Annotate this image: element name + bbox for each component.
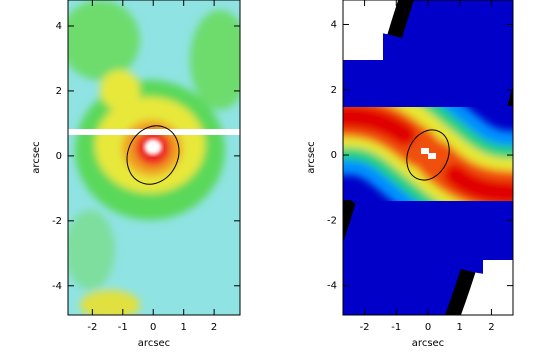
x-axis-label: arcsec: [412, 338, 444, 349]
y-tick-label: -4: [52, 281, 62, 292]
y-tick-label: -2: [52, 216, 62, 227]
y-tick-label: -2: [327, 215, 337, 226]
x-tick-label: 2: [488, 322, 494, 333]
x-tick-label: 0: [150, 322, 156, 333]
y-axis-label: arcsec: [306, 141, 317, 173]
x-tick-label: 0: [425, 322, 431, 333]
x-tick-label: 1: [180, 322, 186, 333]
x-axis-label: arcsec: [138, 338, 170, 349]
x-tick-label: -1: [118, 322, 128, 333]
y-tick-label: -4: [327, 281, 337, 292]
y-tick-label: 2: [56, 86, 62, 97]
y-tick-label: 4: [56, 21, 62, 32]
y-tick-label: 0: [56, 151, 62, 162]
y-tick-label: 0: [331, 150, 337, 161]
x-tick-label: 2: [211, 322, 217, 333]
x-tick-label: 1: [457, 322, 463, 333]
y-tick-label: 4: [331, 19, 337, 30]
x-tick-label: -1: [391, 322, 401, 333]
left-image: [68, 0, 240, 315]
y-tick-label: 2: [331, 85, 337, 96]
x-tick-label: -2: [360, 322, 370, 333]
y-axis-label: arcsec: [31, 141, 42, 173]
plot-frame: [67, 0, 241, 316]
right-image: [343, 0, 513, 315]
x-tick-label: -2: [87, 322, 97, 333]
